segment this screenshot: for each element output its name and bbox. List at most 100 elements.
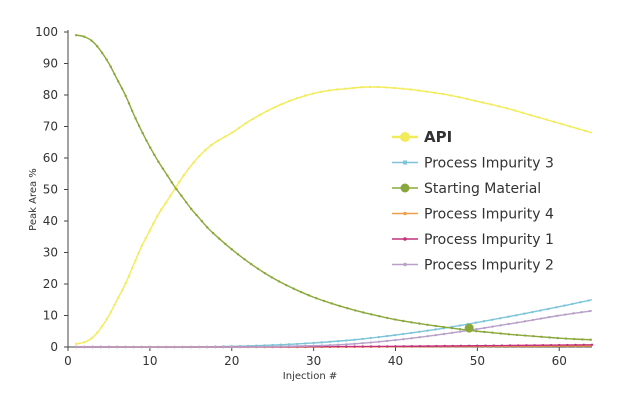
x-tick-label: 20 [224,354,239,368]
data-point [137,124,141,127]
data-point [249,262,253,266]
data-point [582,343,586,347]
data-point [206,226,209,229]
legend-item-starting-material: Starting Material [392,181,541,197]
data-point [451,344,455,348]
data-point [393,333,397,337]
data-point [402,345,405,348]
data-point [490,318,494,321]
data-point [307,294,310,297]
data-point [505,107,509,110]
data-point [533,344,536,347]
data-point [328,340,332,343]
data-point [394,345,397,348]
data-point [515,321,519,324]
data-point [457,95,461,99]
data-point [402,319,405,323]
data-point [279,345,283,348]
data-point [401,87,404,90]
data-point [140,244,144,247]
data-point [525,344,528,347]
data-point [564,337,568,340]
data-point [315,297,318,300]
data-point [74,342,78,346]
data-point [134,259,137,262]
data-point [529,113,532,117]
data-point [320,344,324,347]
data-point [558,343,561,347]
data-point [368,85,371,89]
data-point [244,122,248,125]
legend-item-process-impurity-2: Process Impurity 2 [392,258,554,274]
data-point [263,345,266,348]
data-point [515,314,518,317]
data-point [354,309,357,312]
data-point [548,336,551,339]
data-point [140,345,143,349]
data-point [153,153,156,156]
data-point [352,86,355,90]
data-point [427,344,430,348]
data-point [270,276,274,279]
data-point [549,343,553,347]
data-point [402,337,405,341]
highlight-point [464,323,474,333]
data-point [328,344,332,347]
legend-label: Starting Material [424,181,541,197]
data-point [441,92,445,96]
data-point [507,333,511,336]
data-point [299,290,303,294]
data-point [369,336,372,340]
data-point [144,237,147,240]
legend-item-process-impurity-3: Process Impurity 3 [392,156,554,172]
data-point [120,289,124,292]
data-point [74,33,78,37]
y-tick-label: 0 [50,340,58,354]
data-point [155,215,159,218]
data-point [434,324,437,328]
data-point [555,306,558,309]
legend-item-process-impurity-1: Process Impurity 1 [392,232,554,248]
data-point [443,344,446,348]
data-point [322,299,326,303]
data-point [361,345,364,348]
data-point [210,143,213,147]
data-point [482,320,486,323]
data-point [95,331,99,334]
data-point [83,345,86,349]
data-point [214,345,217,349]
data-point [418,345,422,348]
data-point [384,86,388,89]
data-point [336,345,340,348]
data-point [467,344,471,348]
data-point [303,94,307,97]
data-point [353,342,356,346]
data-point [83,35,86,38]
data-point [547,315,551,319]
x-tick-label: 10 [142,354,157,368]
data-point [361,342,364,345]
data-point [83,341,86,344]
data-point [590,343,594,347]
data-point [450,326,454,330]
x-tick-label: 40 [388,354,403,368]
data-point [555,314,559,318]
data-point [345,339,348,342]
data-point [572,312,575,315]
series-api [74,85,593,346]
y-ticks: 0 10 20 30 40 50 60 70 80 90 100 [35,25,68,354]
data-point [205,345,209,349]
data-point [385,316,389,320]
data-point [417,89,420,92]
legend-marker [403,262,407,267]
data-point [473,99,477,102]
x-axis-title: Injection # [283,371,337,382]
data-point [568,125,572,128]
legend-label: Process Impurity 1 [424,232,554,248]
data-point [563,304,566,307]
data-point [515,333,519,337]
data-point [246,345,250,349]
data-point [217,237,221,240]
data-point [304,342,307,345]
y-tick-label: 70 [43,120,58,134]
